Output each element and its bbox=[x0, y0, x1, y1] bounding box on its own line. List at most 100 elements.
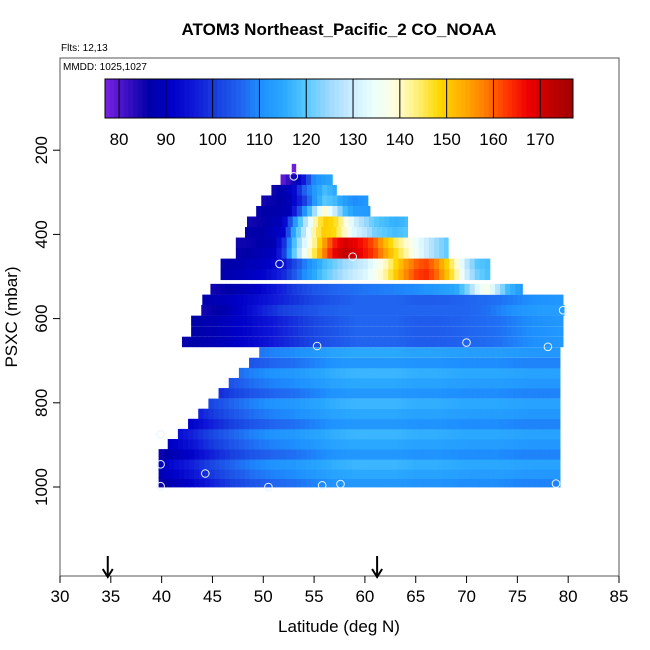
heat-cell bbox=[294, 357, 301, 369]
heat-cell bbox=[280, 468, 287, 479]
heat-cell bbox=[342, 258, 349, 270]
heat-cell bbox=[201, 315, 207, 327]
heat-cell bbox=[442, 357, 448, 369]
heat-cell bbox=[203, 428, 209, 440]
heat-cell bbox=[347, 205, 354, 217]
heat-cell bbox=[177, 439, 184, 450]
heat-cell bbox=[384, 315, 390, 327]
heat-cell bbox=[439, 258, 445, 270]
heat-cell bbox=[367, 258, 374, 270]
heat-cell bbox=[194, 476, 200, 488]
heat-cell bbox=[173, 459, 180, 470]
heat-cell bbox=[457, 357, 463, 369]
heat-cell bbox=[310, 408, 316, 420]
heat-cell bbox=[269, 439, 275, 450]
heat-cell bbox=[487, 357, 494, 369]
heat-cell bbox=[213, 428, 219, 440]
heat-cell bbox=[378, 258, 384, 270]
heat-cell bbox=[433, 476, 439, 488]
heat-cell bbox=[503, 418, 509, 430]
heat-cell bbox=[304, 357, 311, 369]
heat-cell bbox=[339, 294, 345, 306]
heat-cell bbox=[532, 336, 539, 348]
heat-cell bbox=[331, 459, 337, 470]
heat-cell bbox=[255, 476, 261, 488]
heat-cell bbox=[440, 304, 446, 316]
heat-cell bbox=[296, 283, 303, 295]
heat-cell bbox=[304, 439, 311, 450]
heat-cell bbox=[403, 269, 410, 281]
heat-cell bbox=[463, 468, 469, 479]
heat-cell bbox=[184, 459, 190, 470]
heat-cell bbox=[373, 237, 379, 249]
heat-cell bbox=[271, 283, 277, 295]
heat-cell bbox=[260, 459, 266, 470]
heat-cell bbox=[492, 347, 499, 358]
colorbar-cell bbox=[133, 79, 139, 118]
heat-cell bbox=[430, 294, 437, 306]
heat-cell bbox=[362, 283, 369, 295]
colorbar-cell bbox=[432, 79, 438, 118]
heat-cell bbox=[279, 418, 286, 430]
heat-cell bbox=[280, 449, 287, 460]
heat-cell bbox=[224, 459, 231, 470]
heat-cell bbox=[276, 283, 282, 295]
heat-cell bbox=[473, 449, 480, 460]
heat-cell bbox=[488, 459, 495, 470]
heat-cell bbox=[333, 216, 339, 228]
heat-cell bbox=[434, 269, 440, 281]
heat-cell bbox=[411, 408, 418, 420]
heat-cell bbox=[392, 468, 398, 479]
heat-cell bbox=[553, 418, 560, 430]
heat-cell bbox=[300, 468, 307, 479]
colorbar-cell bbox=[245, 79, 251, 118]
heat-cell bbox=[511, 304, 517, 316]
heat-cell bbox=[158, 468, 165, 479]
heat-cell bbox=[332, 258, 338, 270]
heat-cell bbox=[481, 336, 488, 348]
heat-cell bbox=[233, 377, 240, 389]
heat-cell bbox=[554, 476, 561, 488]
colorbar-cell bbox=[493, 79, 499, 118]
x-tick-label: 40 bbox=[152, 587, 171, 606]
heat-cell bbox=[209, 449, 215, 460]
heat-cell bbox=[381, 428, 387, 440]
heat-cell bbox=[238, 388, 245, 399]
heat-cell bbox=[335, 377, 341, 389]
heat-cell bbox=[250, 227, 256, 238]
heat-cell bbox=[437, 357, 443, 369]
heat-cell bbox=[291, 195, 298, 207]
heat-cell bbox=[456, 336, 462, 348]
heat-cell bbox=[360, 367, 367, 379]
sample-point bbox=[312, 341, 322, 351]
heat-cell bbox=[394, 315, 400, 327]
heat-cell bbox=[249, 439, 255, 450]
sample-point bbox=[558, 305, 568, 315]
heat-cell bbox=[232, 336, 239, 348]
heat-cell bbox=[562, 304, 565, 316]
heat-cell bbox=[178, 468, 185, 479]
heat-cell bbox=[371, 357, 377, 369]
colorbar-cell bbox=[530, 79, 536, 118]
heat-cell bbox=[434, 237, 440, 249]
heat-cell bbox=[208, 408, 214, 420]
heat-cell bbox=[295, 459, 302, 470]
heat-cell bbox=[290, 476, 297, 488]
heat-cell bbox=[247, 304, 253, 316]
heat-cell bbox=[284, 388, 291, 399]
colorbar-tick-label: 110 bbox=[246, 130, 273, 149]
heat-cell bbox=[383, 269, 389, 281]
heat-cell bbox=[312, 237, 318, 249]
heat-cell bbox=[264, 418, 270, 430]
heat-cell bbox=[251, 258, 257, 270]
heat-cell bbox=[448, 476, 454, 488]
heat-cell bbox=[318, 216, 324, 228]
heat-cell bbox=[458, 468, 464, 479]
heat-cell bbox=[474, 258, 481, 270]
heat-cell bbox=[278, 294, 284, 306]
heat-cell bbox=[328, 326, 334, 337]
heat-cell bbox=[307, 216, 314, 228]
heat-cell bbox=[472, 367, 479, 379]
sample-point bbox=[201, 469, 210, 478]
heat-cell bbox=[290, 227, 297, 238]
